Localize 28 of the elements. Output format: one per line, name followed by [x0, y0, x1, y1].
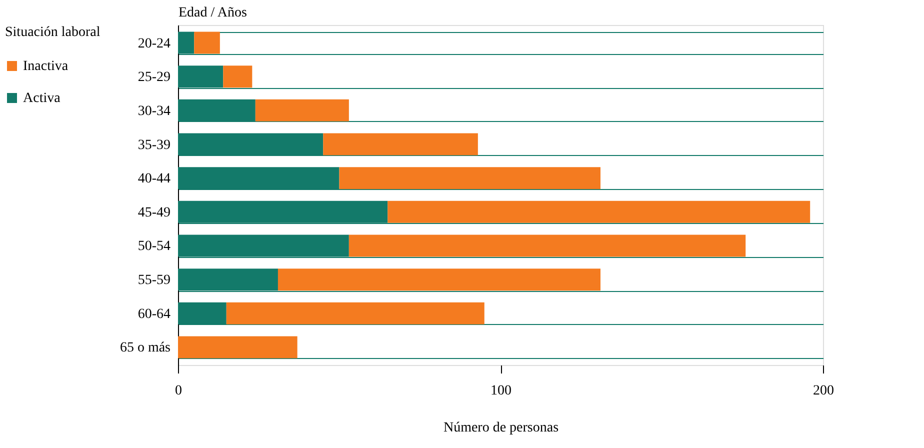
y-tick-label: 40-44	[138, 172, 170, 187]
bar	[323, 133, 478, 156]
y-tick-label: 20-24	[138, 36, 170, 52]
legend-title: Situación laboral	[5, 25, 100, 40]
bar	[339, 167, 600, 190]
bar	[194, 32, 220, 54]
y-tick-label: 60-64	[138, 306, 170, 322]
x-axis-title: Número de personas	[443, 420, 559, 436]
y-tick-label: 65 o más	[120, 340, 170, 356]
legend-label: Activa	[23, 91, 62, 106]
y-tick-label: 30-34	[138, 104, 170, 119]
bar	[226, 302, 484, 324]
y-tick-label: 55-59	[138, 273, 170, 288]
x-tick-label: 200	[813, 384, 834, 398]
bar	[178, 336, 298, 358]
y-tick-label: 50-54	[138, 239, 170, 254]
bar	[223, 66, 252, 88]
y-tick-label: 35-39	[138, 138, 170, 153]
bar	[255, 99, 349, 122]
x-tick-label: 0	[175, 384, 182, 398]
bar	[388, 200, 810, 223]
x-tick-label: 100	[490, 384, 512, 398]
y-axis-title: Edad / Años	[178, 6, 247, 20]
y-tick-label: 25-29	[138, 70, 170, 86]
bar	[348, 234, 746, 257]
legend-label: Inactiva	[23, 59, 69, 74]
y-tick-label: 45-49	[138, 205, 170, 220]
bar	[278, 268, 600, 291]
